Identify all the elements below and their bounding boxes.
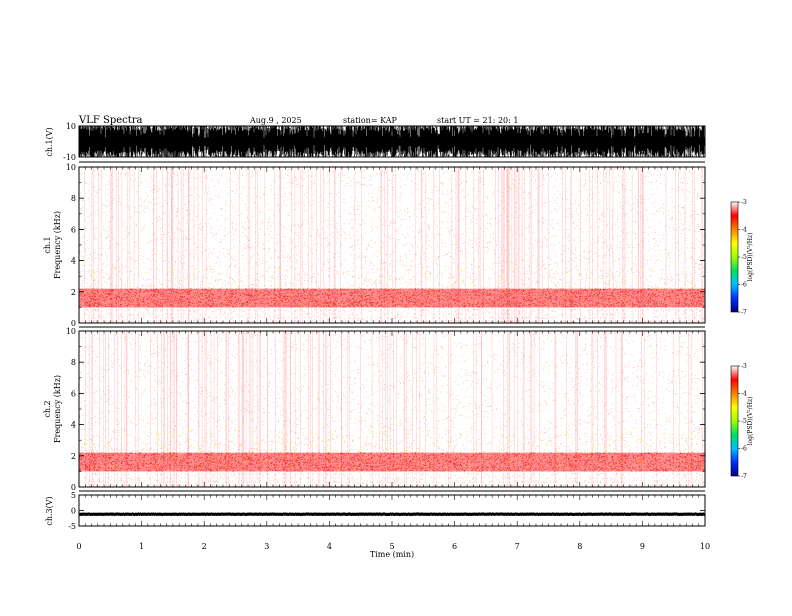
waveform-ch3-marks	[78, 512, 706, 517]
spec2-streaks	[85, 331, 703, 487]
spec1-streaks	[78, 167, 703, 323]
spec1-ytick-label: 6	[71, 225, 76, 234]
ch1-ytick-label: 10	[66, 122, 76, 131]
x-tick-label: 4	[327, 542, 332, 551]
spec1-ytick-label: 8	[71, 194, 76, 203]
colorbar-tick-label: -6	[741, 282, 747, 289]
start-time-label: start UT = 21: 20: 1	[437, 116, 518, 125]
spec2-ytick-label: 8	[71, 358, 76, 367]
spec1-ytick-label: 4	[71, 257, 76, 266]
x-tick-label: 7	[515, 542, 520, 551]
ch3-ytick-label: 5	[71, 491, 76, 500]
x-tick-label: 6	[452, 542, 457, 551]
figure-title: VLF Spectra	[78, 115, 143, 126]
spec1-ylabel-line2: Frequency (kHz)	[53, 211, 62, 279]
spec2-ytick-label: 0	[71, 483, 76, 492]
colorbar-label: log(PSD)(V²/Hz)	[747, 233, 754, 282]
x-tick-label: 8	[577, 542, 582, 551]
spec1-ylabel-line1: ch.1	[43, 236, 52, 253]
spec1-ytick-label: 0	[71, 319, 76, 328]
spec2-ytick-label: 4	[71, 421, 76, 430]
colorbar-tick-label: -5	[741, 254, 747, 261]
colorbar-tick-label: -4	[741, 391, 747, 398]
spec1-hot-specks	[82, 266, 706, 308]
spec1-band-texture	[79, 288, 706, 308]
colorbar-tick-label: -6	[741, 446, 747, 453]
spec2-ylabel-line2: Frequency (kHz)	[53, 375, 62, 443]
ch3-ylabel: ch.3(V)	[45, 496, 54, 525]
spec2-ytick-label: 2	[71, 452, 76, 461]
x-tick-label: 1	[139, 542, 144, 551]
colorbar-label: log(PSD)(V²/Hz)	[747, 397, 754, 446]
x-tick-label: 0	[76, 542, 81, 551]
spec2-ytick-label: 6	[71, 389, 76, 398]
spec2-hot-specks	[82, 430, 706, 472]
date-label: Aug.9 , 2025	[249, 116, 302, 125]
ch3-waveform-trace	[78, 512, 706, 517]
x-tick-label: 2	[202, 542, 207, 551]
station-label: station= KAP	[343, 116, 398, 125]
x-tick-label: 9	[640, 542, 645, 551]
spec1-ytick-label: 10	[66, 163, 76, 172]
spectrogram-ch2-marks	[79, 330, 706, 488]
ch3-ytick-label: 0	[71, 507, 76, 516]
colorbar-tick-label: -5	[741, 418, 747, 425]
spec2-ylabel-line1: ch.2	[43, 400, 52, 417]
colorbar-tick-label: -7	[741, 309, 747, 316]
ch1-ylabel: ch.1(V)	[45, 127, 54, 156]
spec1-ytick-label: 2	[71, 288, 76, 297]
colorbar-1	[730, 201, 739, 313]
colorbar-tick-label: -3	[741, 363, 747, 370]
x-axis-label: Time (min)	[370, 550, 414, 559]
spec2-ytick-label: 10	[66, 327, 76, 336]
colorbar-tick-label: -7	[741, 473, 747, 480]
colorbar-2	[730, 365, 739, 477]
colorbar-tick-label: -3	[741, 199, 747, 206]
colorbars: -3 -4 -5 -6 -7 log(PSD)(V²/Hz) -3 -4 -5 -6 -7 log(P…	[730, 199, 754, 480]
spec2-band	[79, 452, 705, 472]
x-tick-label: 5	[389, 542, 394, 551]
x-tick-label: 3	[264, 542, 269, 551]
ch3-ytick-label: -5	[68, 522, 76, 531]
ch1-ytick-label: -10	[63, 153, 76, 162]
colorbar-tick-label: -4	[741, 227, 747, 234]
x-tick-label: 10	[700, 542, 710, 551]
spectrogram-ch1-marks	[78, 166, 706, 324]
